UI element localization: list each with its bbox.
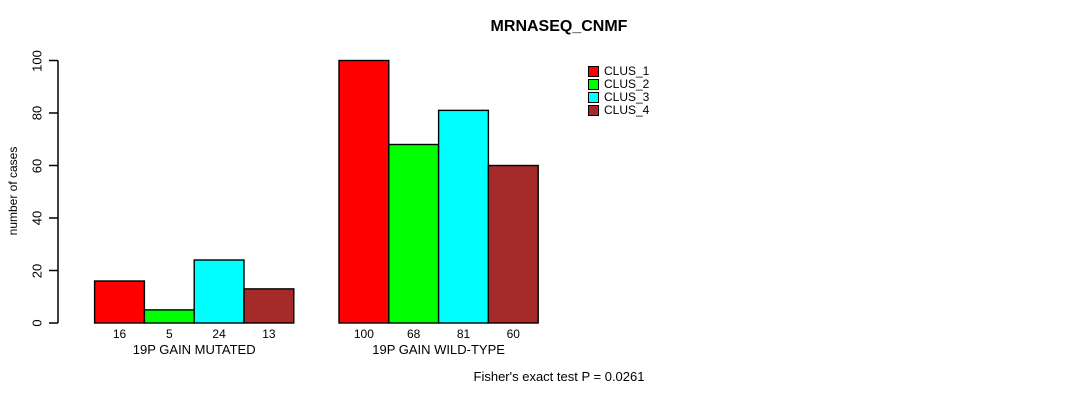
bar-clus_4-group2 — [487, 164, 539, 324]
y-tick-label: 60 — [29, 158, 45, 173]
y-tick-label: 0 — [29, 319, 45, 327]
bar-value-label: 81 — [456, 327, 471, 341]
legend-swatch-clus_1 — [588, 66, 599, 77]
legend-swatch-clus_2 — [588, 79, 599, 90]
bar-value-label: 24 — [212, 327, 226, 341]
chart-title: MRNASEQ_CNMF — [490, 18, 628, 35]
legend: CLUS_1 CLUS_2 CLUS_3 CLUS_4 — [588, 65, 649, 117]
legend-row: CLUS_2 — [588, 78, 649, 91]
bar-value-label: 13 — [262, 327, 276, 341]
legend-swatch-clus_3 — [588, 92, 599, 103]
bar-clus_4-group1 — [243, 288, 295, 324]
legend-row: CLUS_1 — [588, 65, 649, 78]
legend-label: CLUS_2 — [604, 77, 650, 91]
bar-clus_3-group1 — [193, 259, 245, 324]
legend-swatch-clus_4 — [588, 105, 599, 116]
x-category-label: 19P GAIN MUTATED — [132, 342, 256, 357]
bar-value-label: 60 — [506, 327, 520, 341]
y-tick-label: 80 — [29, 105, 45, 121]
bar-clus_3-group2 — [437, 109, 490, 324]
footnote: Fisher's exact test P = 0.0261 — [473, 369, 645, 384]
legend-row: CLUS_3 — [588, 91, 649, 104]
legend-label: CLUS_1 — [604, 64, 650, 78]
y-tick-label: 40 — [29, 210, 45, 226]
legend-row: CLUS_4 — [588, 104, 649, 117]
x-category-label: 19P GAIN WILD-TYPE — [372, 342, 505, 357]
y-tick-label: 20 — [29, 263, 45, 278]
legend-label: CLUS_4 — [604, 103, 650, 117]
legend-label: CLUS_3 — [604, 90, 650, 104]
bar-value-label: 16 — [112, 327, 127, 341]
bar-value-label: 5 — [165, 327, 173, 341]
bar-clus_1-group1 — [93, 280, 146, 324]
y-tick-label: 100 — [29, 49, 45, 72]
bar-value-label: 100 — [353, 327, 374, 341]
bar-clus_1-group2 — [338, 59, 390, 324]
bar-value-label: 68 — [407, 327, 421, 341]
